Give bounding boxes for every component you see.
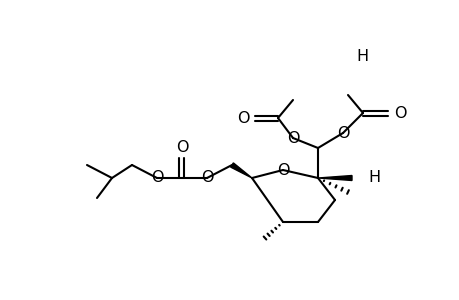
Text: O: O <box>336 125 348 140</box>
Text: H: H <box>367 170 379 185</box>
Text: O: O <box>393 106 405 121</box>
Text: O: O <box>200 170 213 185</box>
Text: O: O <box>286 130 299 146</box>
Text: O: O <box>236 110 249 125</box>
Polygon shape <box>230 163 252 178</box>
Text: O: O <box>175 140 188 154</box>
Text: H: H <box>355 49 367 64</box>
Polygon shape <box>317 176 351 181</box>
Text: O: O <box>151 170 163 185</box>
Text: O: O <box>276 163 289 178</box>
